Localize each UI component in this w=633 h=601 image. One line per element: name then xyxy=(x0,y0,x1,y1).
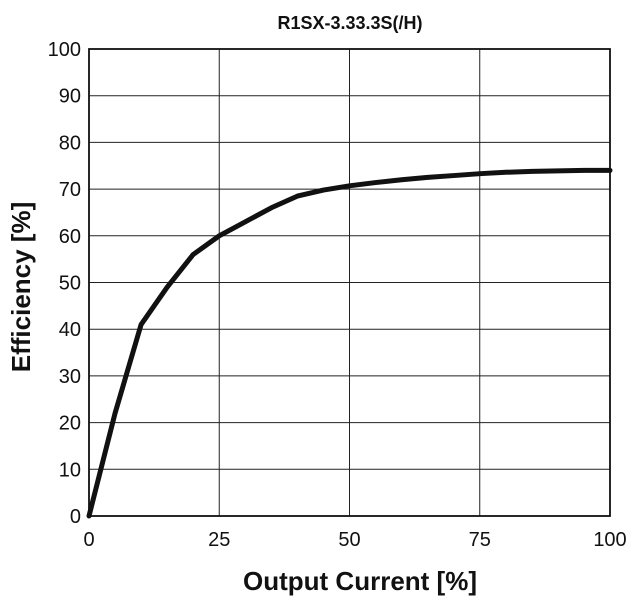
y-tick-label: 80 xyxy=(59,132,81,154)
series-layer xyxy=(86,167,613,519)
x-axis-label: Output Current [%] xyxy=(243,566,477,596)
y-tick-label: 70 xyxy=(59,179,81,201)
y-tick-label: 10 xyxy=(59,459,81,481)
chart-title: R1SX-3.33.3S(/H) xyxy=(277,13,422,33)
y-tick-label: 40 xyxy=(59,319,81,341)
tick-layer: 0 25 50 75 100 0 10 20 30 40 50 60 70 80 90 100 xyxy=(48,39,627,551)
grid-layer xyxy=(89,49,610,516)
y-tick-label: 90 xyxy=(59,86,81,108)
efficiency-series-line xyxy=(86,167,613,519)
y-tick-label: 100 xyxy=(48,39,81,61)
y-tick-label: 50 xyxy=(59,273,81,295)
plot-frame xyxy=(88,48,611,517)
y-tick-label: 30 xyxy=(59,366,81,388)
y-tick-label: 0 xyxy=(70,506,81,528)
y-tick-label: 20 xyxy=(59,413,81,435)
x-tick-label: 50 xyxy=(338,529,360,551)
y-axis-label: Efficiency [%] xyxy=(6,202,36,373)
x-tick-label: 75 xyxy=(469,529,491,551)
y-tick-label: 60 xyxy=(59,226,81,248)
x-tick-label: 100 xyxy=(593,529,626,551)
x-tick-label: 25 xyxy=(208,529,230,551)
x-tick-label: 0 xyxy=(83,529,94,551)
